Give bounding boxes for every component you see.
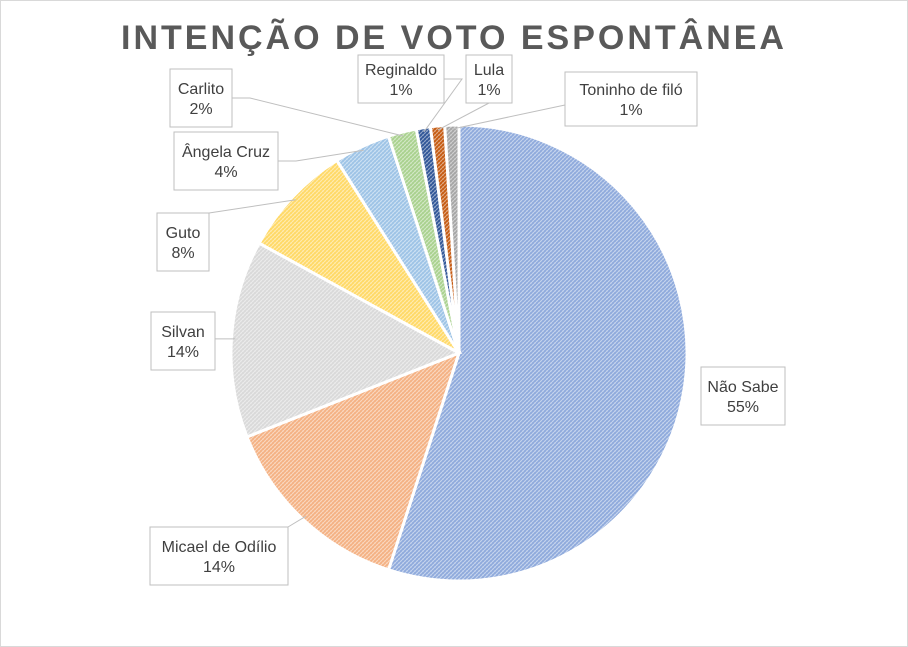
label-value-toninho-de-filo: 1% xyxy=(619,102,642,119)
pie-slice-guto xyxy=(257,158,461,355)
data-label-toninho-de-filo: Toninho de filó 1% xyxy=(564,71,698,127)
label-name-lula: Lula xyxy=(474,62,504,79)
label-name-reginaldo: Reginaldo xyxy=(365,62,437,79)
label-name-toninho-de-filo: Toninho de filó xyxy=(579,82,682,99)
pie-slice-toninho-de-filo xyxy=(443,123,461,354)
chart-title: INTENÇÃO DE VOTO ESPONTÂNEA xyxy=(121,19,787,57)
label-value-silvan: 14% xyxy=(167,344,199,361)
data-label-nao-sabe: Não Sabe 55% xyxy=(700,366,786,426)
data-label-angela-cruz: Ângela Cruz 4% xyxy=(173,131,279,191)
pie-slice-micael-de-odilio xyxy=(245,350,462,572)
label-name-micael-de-odilio: Micael de Odílio xyxy=(162,539,277,556)
label-value-angela-cruz: 4% xyxy=(214,164,237,181)
label-value-lula: 1% xyxy=(477,82,500,99)
leader-line-carlito xyxy=(232,97,404,137)
leader-line-angela-cruz xyxy=(278,149,364,162)
data-label-micael-de-odilio: Micael de Odílio 14% xyxy=(149,526,289,586)
leader-line-micael-de-odilio xyxy=(287,515,306,528)
leader-line-lula xyxy=(437,102,490,131)
label-name-silvan: Silvan xyxy=(161,324,205,341)
data-label-reginaldo: Reginaldo 1% xyxy=(357,54,445,104)
label-name-nao-sabe: Não Sabe xyxy=(707,379,778,396)
data-label-carlito: Carlito 2% xyxy=(169,68,233,128)
pie-slices xyxy=(229,123,689,583)
leader-line-toninho-de-filo xyxy=(451,104,566,130)
data-label-lula: Lula 1% xyxy=(465,54,513,104)
label-leader-lines xyxy=(208,78,566,528)
label-name-carlito: Carlito xyxy=(178,81,224,98)
leader-line-guto xyxy=(208,199,296,214)
label-name-guto: Guto xyxy=(166,225,201,242)
data-label-silvan: Silvan 14% xyxy=(150,311,216,371)
label-value-nao-sabe: 55% xyxy=(727,399,759,416)
data-labels: Não Sabe 55% Micael de Odílio 14% Silvan 14% G… xyxy=(149,54,786,586)
label-value-carlito: 2% xyxy=(189,101,212,118)
pie-slice-nao-sabe xyxy=(386,123,689,583)
label-value-micael-de-odilio: 14% xyxy=(203,559,235,576)
label-value-guto: 8% xyxy=(171,245,194,262)
label-name-angela-cruz: Ângela Cruz xyxy=(182,142,270,161)
label-value-reginaldo: 1% xyxy=(389,82,412,99)
leader-line-reginaldo xyxy=(423,78,463,133)
data-label-guto: Guto 8% xyxy=(156,212,210,272)
